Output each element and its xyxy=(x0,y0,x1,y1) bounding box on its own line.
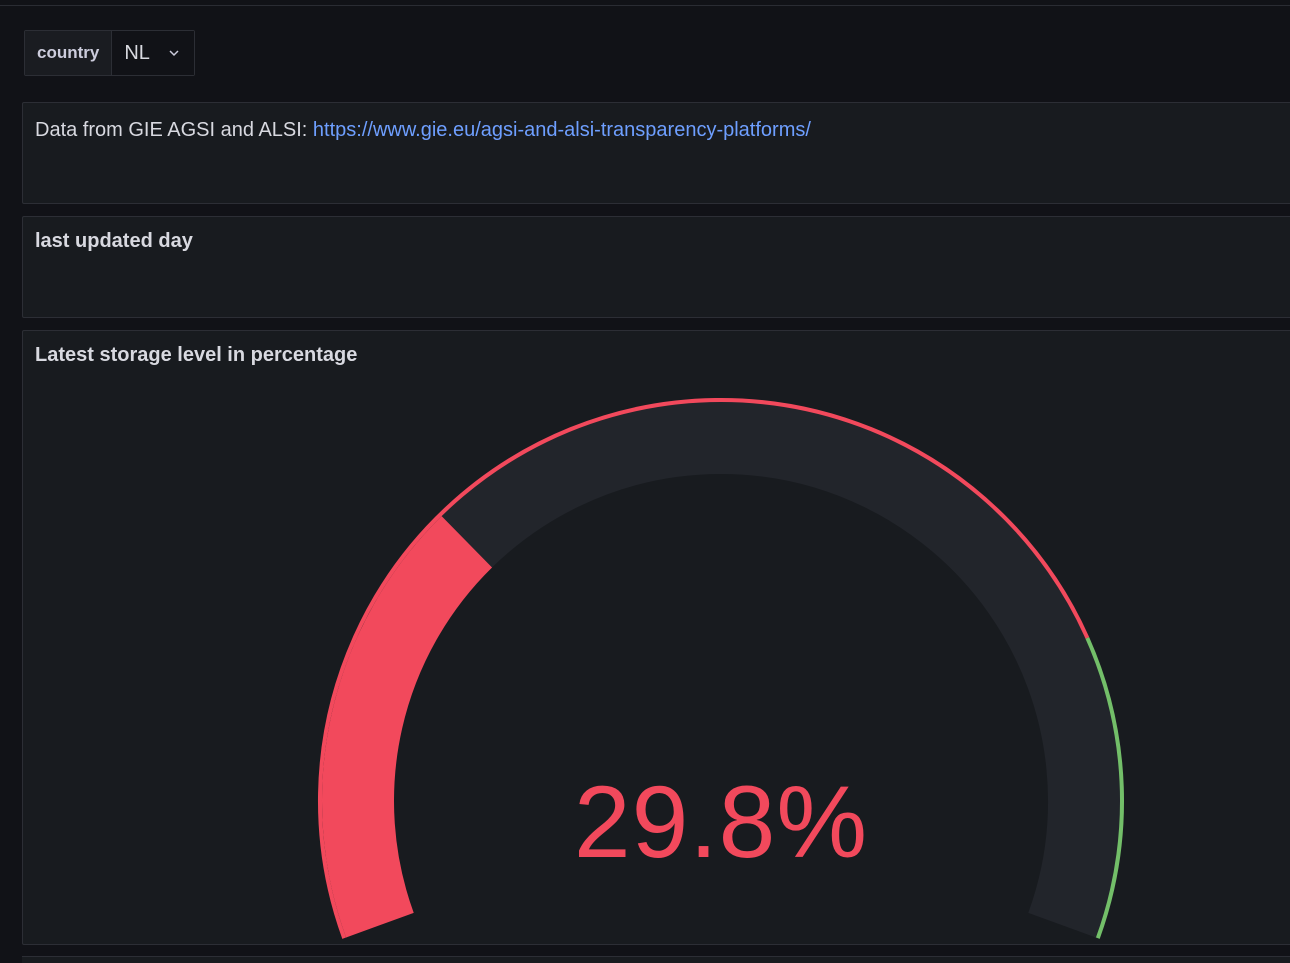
gauge-value: 29.8% xyxy=(573,765,869,879)
variable-picker: country NL xyxy=(24,30,195,76)
variable-label: country xyxy=(25,31,113,75)
country-select[interactable]: NL xyxy=(112,31,194,75)
last-updated-panel: last updated day xyxy=(22,216,1290,318)
storage-gauge-panel: Latest storage level in percentage 29.8% xyxy=(22,330,1290,945)
next-panel-edge xyxy=(22,956,1290,963)
chevron-down-icon xyxy=(168,47,180,59)
gauge-chart xyxy=(318,397,1124,939)
top-navbar-edge xyxy=(0,0,1290,6)
info-text-prefix: Data from GIE AGSI and ALSI: xyxy=(35,119,313,141)
country-select-value: NL xyxy=(124,41,150,64)
gauge-value-arc xyxy=(322,516,493,938)
gauge-threshold-arc-red xyxy=(318,397,1090,939)
info-text: Data from GIE AGSI and ALSI: https://www… xyxy=(35,119,811,142)
gauge-threshold-arc-green xyxy=(1083,637,1124,939)
panel-title: Latest storage level in percentage xyxy=(35,344,358,366)
panel-title: last updated day xyxy=(35,230,193,252)
info-text-panel: Data from GIE AGSI and ALSI: https://www… xyxy=(22,102,1290,204)
source-link[interactable]: https://www.gie.eu/agsi-and-alsi-transpa… xyxy=(312,119,811,141)
